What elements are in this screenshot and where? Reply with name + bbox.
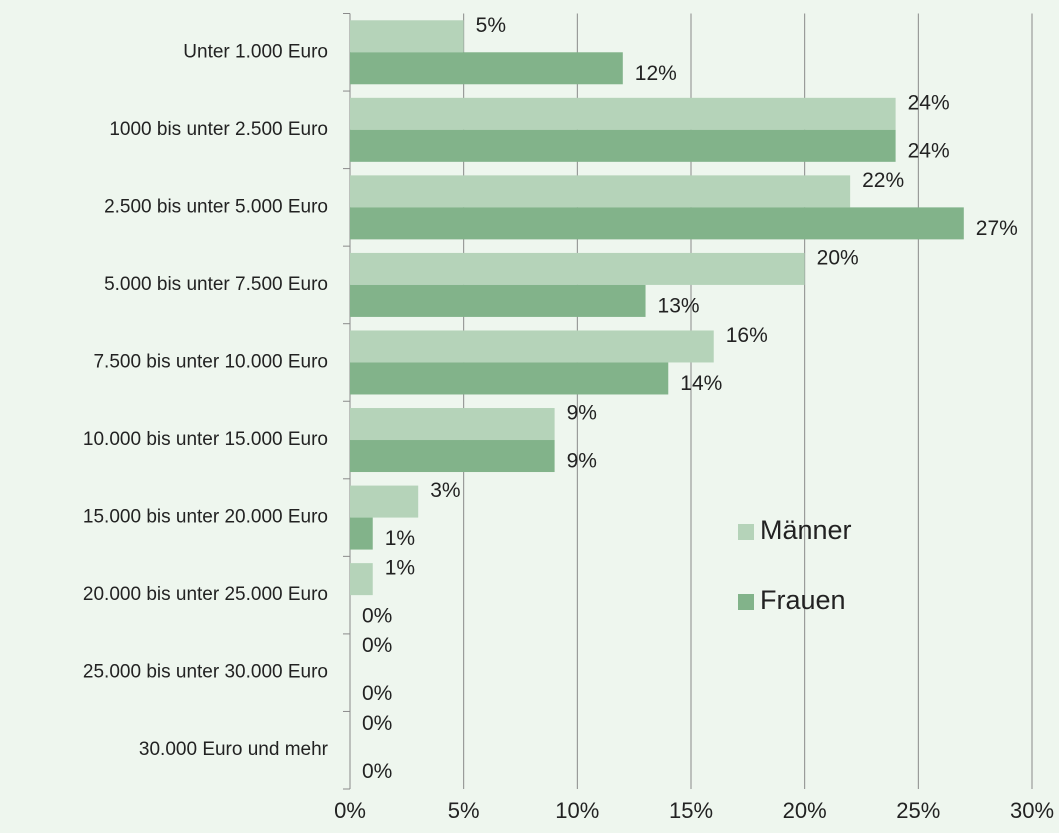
bar [350, 20, 464, 53]
x-tick-label: 25% [896, 798, 940, 823]
y-tick-label: 7.500 bis unter 10.000 Euro [93, 351, 328, 372]
value-label: 0% [362, 634, 392, 657]
legend-swatch [738, 594, 754, 610]
legend-label: Frauen [760, 585, 846, 615]
value-label: 1% [385, 527, 415, 550]
x-tick-label: 10% [555, 798, 599, 823]
bar [350, 252, 805, 285]
y-tick-label: 1000 bis unter 2.500 Euro [109, 119, 328, 140]
value-label: 9% [567, 402, 597, 425]
y-tick-label: 15.000 bis unter 20.000 Euro [83, 507, 328, 528]
value-label: 9% [567, 450, 597, 473]
y-tick-label: Unter 1.000 Euro [183, 41, 328, 62]
bar [350, 517, 373, 550]
bar [350, 485, 419, 518]
bar [350, 97, 896, 130]
bar [350, 408, 555, 441]
value-label: 12% [635, 62, 677, 85]
y-tick-label: 20.000 bis unter 25.000 Euro [83, 584, 328, 605]
bar [350, 129, 896, 162]
bar [350, 175, 851, 208]
value-label: 24% [908, 91, 950, 114]
bar [350, 284, 646, 317]
bar [350, 362, 669, 395]
y-tick-label: 10.000 bis unter 15.000 Euro [83, 429, 328, 450]
value-label: 0% [362, 712, 392, 735]
y-tick-label: 25.000 bis unter 30.000 Euro [83, 662, 328, 683]
y-tick-label: 5.000 bis unter 7.500 Euro [104, 274, 328, 295]
x-tick-label: 15% [669, 798, 713, 823]
x-tick-label: 5% [448, 798, 480, 823]
value-label: 27% [976, 217, 1018, 240]
value-label: 20% [817, 246, 859, 269]
value-label: 3% [430, 479, 460, 502]
value-label: 22% [862, 169, 904, 192]
legend-swatch [738, 524, 754, 540]
bar [350, 52, 623, 85]
value-label: 1% [385, 557, 415, 580]
bar [350, 563, 373, 596]
x-tick-label: 0% [334, 798, 366, 823]
x-tick-label: 30% [1010, 798, 1054, 823]
value-label: 14% [680, 372, 722, 395]
y-tick-label: 30.000 Euro und mehr [139, 739, 329, 760]
value-label: 13% [658, 294, 700, 317]
value-label: 0% [362, 760, 392, 783]
value-label: 0% [362, 605, 392, 628]
value-label: 5% [476, 14, 506, 37]
y-tick-label: 2.500 bis unter 5.000 Euro [104, 196, 328, 217]
x-tick-label: 20% [783, 798, 827, 823]
value-label: 0% [362, 682, 392, 705]
bar [350, 207, 964, 240]
bar [350, 440, 555, 473]
legend-label: Männer [760, 515, 852, 545]
value-label: 16% [726, 324, 768, 347]
bar [350, 330, 714, 363]
value-label: 24% [908, 139, 950, 162]
